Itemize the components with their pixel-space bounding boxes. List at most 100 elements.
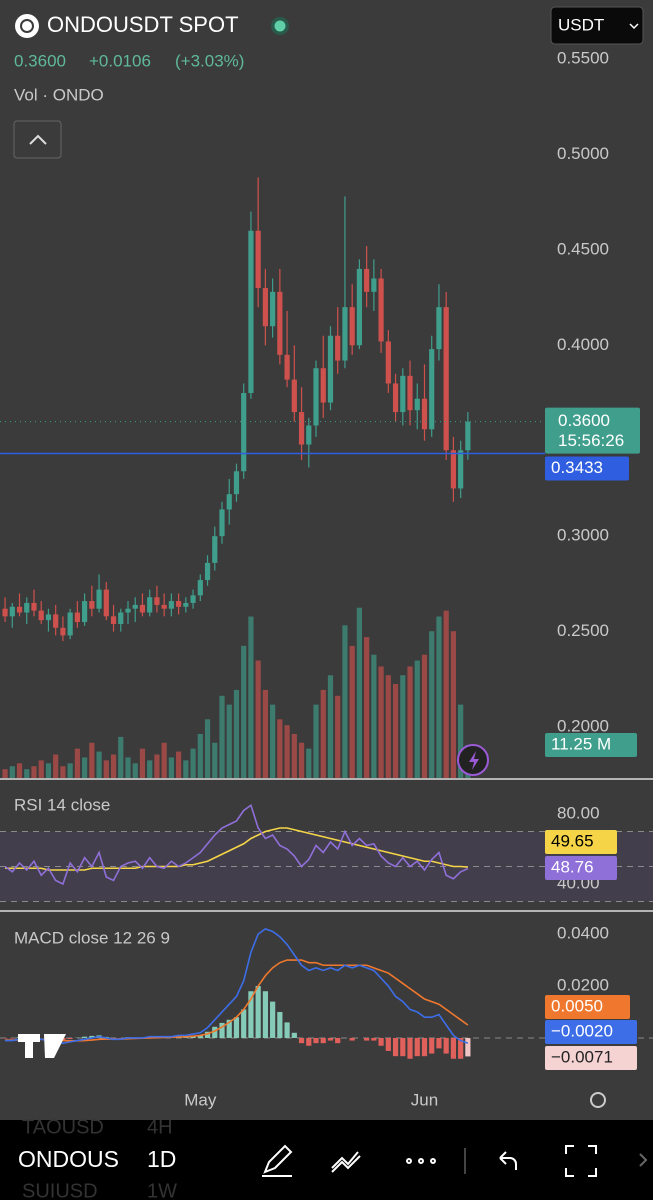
y-tick-label: 0.5000 (557, 144, 609, 163)
y-tick-label: 0.2500 (557, 621, 609, 640)
candle-body (327, 335, 334, 403)
candle-body (349, 307, 355, 346)
histogram-bar (306, 1037, 312, 1046)
candle-body (212, 536, 218, 563)
toolbar-interval[interactable]: 1D (147, 1146, 176, 1172)
candle-body (443, 307, 449, 451)
histogram-bar (291, 1032, 297, 1038)
macd-label: −0.0020 (551, 1021, 613, 1040)
volume-bar (371, 654, 377, 778)
candle-body (31, 602, 37, 611)
volume-bar (16, 763, 23, 778)
volume-bar (2, 769, 8, 778)
volume-bar (429, 631, 435, 778)
candle-body (147, 597, 153, 613)
histogram-bar (320, 1037, 326, 1044)
more-icon[interactable] (406, 1158, 412, 1164)
fullscreen-icon[interactable] (565, 1145, 597, 1177)
volume-bar (226, 704, 232, 778)
candle-body (342, 307, 348, 361)
volume-bar (298, 742, 305, 778)
last-price: 0.3600 (14, 51, 66, 70)
histogram-bar (212, 1026, 218, 1038)
plot-layer: 0.5500 0.5000 0.4500 0.4000 0.3000 0.2500 0.20… (0, 48, 653, 1109)
volume-title: Vol · ONDO (14, 85, 104, 104)
volume-bar (313, 704, 319, 778)
histogram-bar (458, 1037, 464, 1059)
toolbar (0, 1120, 653, 1200)
volume-bar (306, 748, 312, 778)
volume-bar (327, 675, 334, 778)
average-label: 0.3433 (551, 458, 603, 477)
rsi-label-box (545, 856, 617, 880)
volume-bar (132, 763, 138, 778)
volume-bar (458, 704, 464, 778)
candle-body (407, 375, 413, 411)
histogram-bar (443, 1037, 449, 1054)
volume-bar (277, 719, 283, 778)
volume-bar (320, 689, 326, 778)
signal-label-box (545, 995, 630, 1019)
symbol-title: ONDOUSDT SPOT (47, 12, 239, 37)
lines-icon[interactable] (331, 1151, 361, 1173)
volume-bar (233, 689, 240, 778)
candle-body (270, 291, 276, 327)
volume-bar (31, 766, 37, 778)
volume-bar (38, 760, 44, 778)
volume-bar (74, 748, 80, 778)
dropdown-arrow (629, 23, 639, 30)
draw-icon[interactable] (262, 1144, 293, 1177)
histogram-bar (421, 1037, 428, 1057)
rsi-ma-label-box (545, 830, 617, 854)
volume-bar (436, 616, 442, 778)
quote-selector[interactable] (550, 6, 644, 45)
collapse-button[interactable] (13, 120, 62, 159)
toolbar-symbol[interactable]: ONDOUS (18, 1146, 119, 1172)
volume-bar (385, 675, 391, 778)
volume-bar (176, 751, 182, 778)
undo-icon[interactable] (499, 1151, 517, 1170)
histogram-bar (67, 1037, 73, 1040)
settings-icon[interactable] (590, 1092, 606, 1108)
histogram-bar (284, 1022, 290, 1038)
candle-body (378, 278, 384, 342)
volume-bar (161, 742, 167, 778)
histogram-bar (371, 1037, 377, 1041)
candle-body (154, 597, 160, 605)
candle-body (2, 608, 8, 617)
histogram-label: −0.0071 (551, 1047, 613, 1066)
volume-bar (414, 660, 420, 778)
candle-body (277, 291, 283, 355)
volume-bar (204, 719, 211, 778)
volume-bar (262, 689, 268, 778)
histogram-bar (436, 1037, 442, 1049)
histogram-bar (327, 1037, 334, 1041)
bolt-icon (469, 751, 479, 770)
more-icon[interactable] (418, 1158, 424, 1164)
price-label: 0.3600 (558, 411, 610, 430)
histogram-bar (197, 1035, 203, 1038)
candle-body (139, 604, 146, 613)
candle-body (9, 606, 15, 617)
volume-bar (291, 733, 297, 778)
candle-body (429, 349, 435, 430)
candle-body (233, 471, 240, 495)
volume-bar (450, 631, 457, 778)
candle-body (219, 509, 225, 537)
y-tick-label: 0.2000 (557, 717, 609, 736)
volume-bar (378, 666, 384, 778)
volume-label: 11.25 M (551, 734, 611, 753)
volume-bar (125, 757, 131, 778)
histogram-bar (385, 1037, 391, 1051)
histogram-bar (241, 1009, 247, 1038)
more-icon[interactable] (430, 1158, 436, 1164)
quote-currency[interactable]: USDT (558, 15, 604, 34)
histogram-bar (255, 986, 261, 1038)
rsi-label: 48.76 (551, 857, 594, 876)
price-change-pct: (+3.03%) (175, 51, 244, 70)
more-arrow (639, 1153, 648, 1167)
histogram-bar (298, 1037, 305, 1044)
price-label-box (545, 407, 640, 454)
histogram-bar (270, 1001, 276, 1038)
candle-body (298, 412, 305, 445)
